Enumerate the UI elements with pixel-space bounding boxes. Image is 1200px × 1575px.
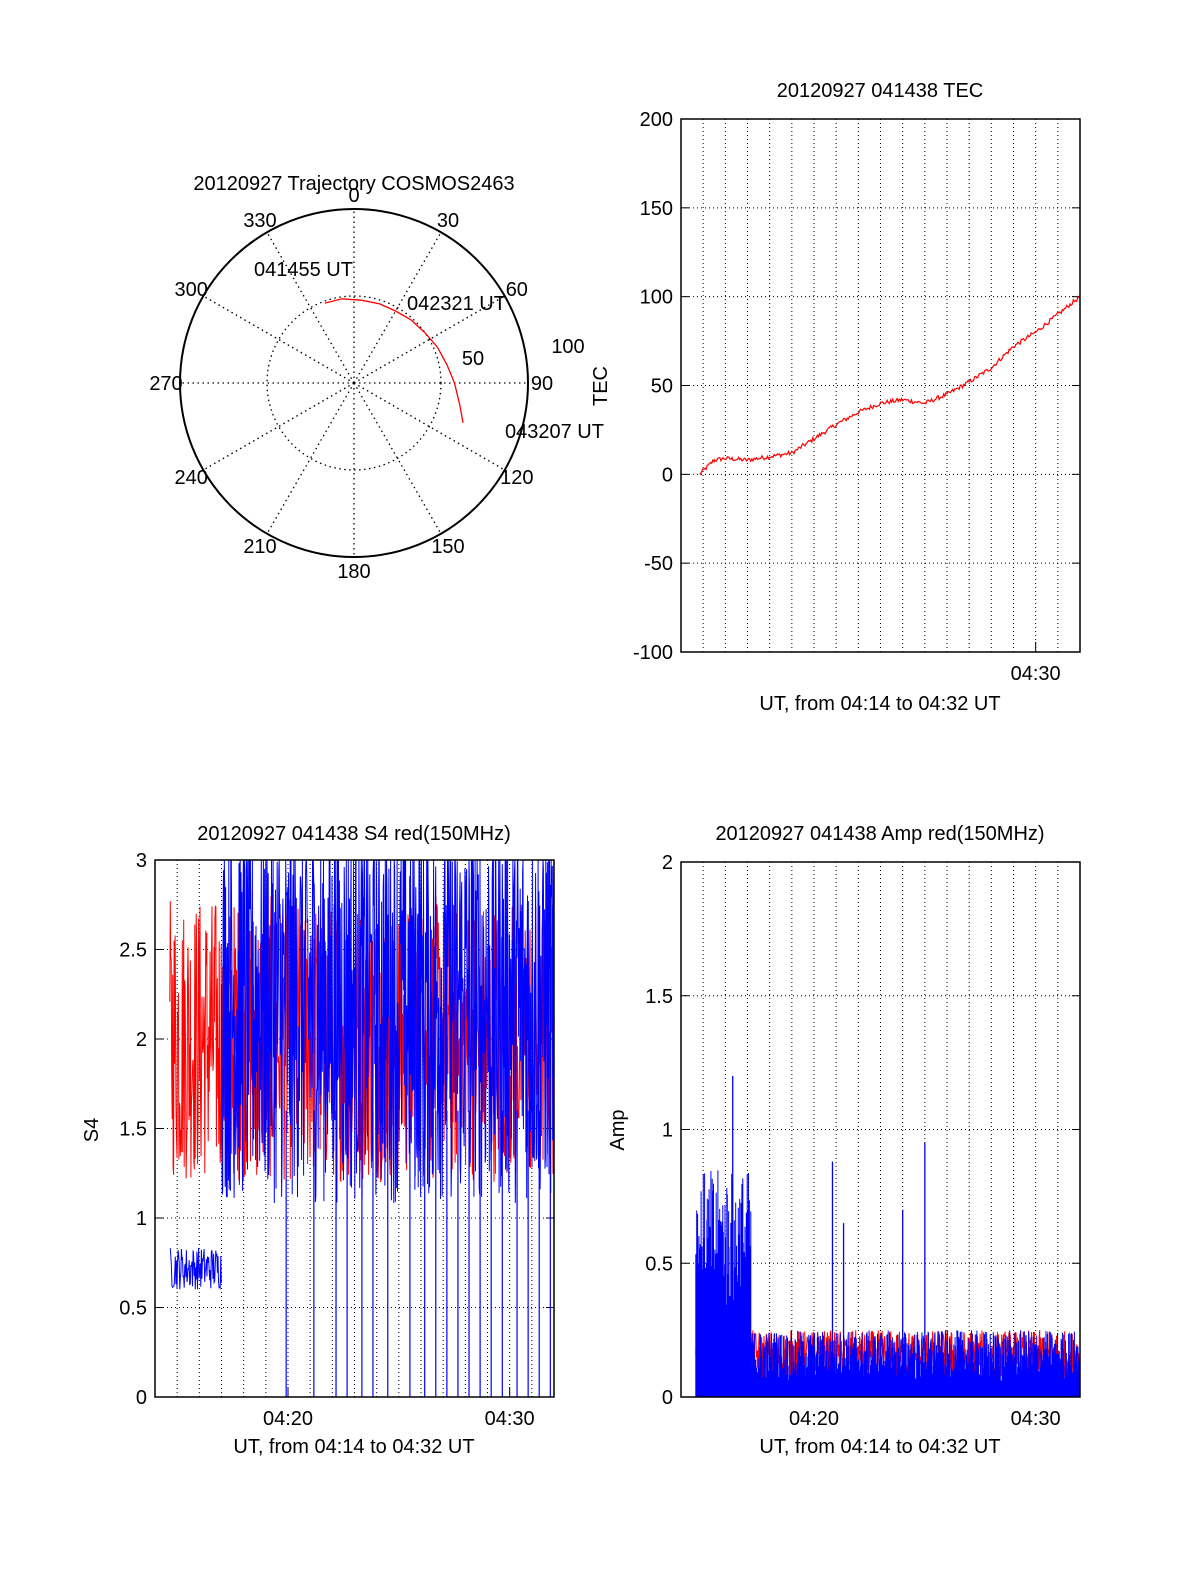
polar-angle-label: 30 — [437, 210, 459, 232]
polar-angle-label: 180 — [337, 561, 370, 583]
amp-xlabel: UT, from 04:14 to 04:32 UT — [759, 1436, 1000, 1458]
tec-ytick-label: 50 — [651, 376, 673, 398]
s4-ytick-label: 1 — [136, 1208, 147, 1230]
polar-inner-circle — [266, 295, 442, 471]
s4-ytick-label: 3 — [136, 850, 147, 872]
polar-radius-label-100: 100 — [551, 336, 584, 358]
s4-border — [154, 859, 555, 1398]
trajectory-end-annotation: 043207 UT — [505, 421, 604, 443]
amp-ylabel: Amp — [607, 1109, 629, 1150]
amp-series-blue — [750, 1330, 1080, 1397]
s4-series-blue — [169, 1247, 222, 1290]
amp-ytick-label: 1 — [662, 1120, 673, 1142]
polar-spokes — [180, 209, 528, 557]
polar-spoke-120 — [353, 382, 506, 471]
tec-ytick-label: -100 — [633, 642, 673, 664]
s4-title: 20120927 041438 S4 red(150MHz) — [197, 823, 511, 845]
polar-angle-label: 0 — [348, 185, 359, 207]
polar-angle-label: 270 — [149, 373, 182, 395]
polar-angle-label: 240 — [174, 467, 207, 489]
s4-ytick-label: 0.5 — [119, 1298, 147, 1320]
amp-xtick-label: 04:20 — [789, 1408, 839, 1430]
polar-angle-label: 60 — [506, 279, 528, 301]
polar-spoke-60 — [353, 295, 506, 384]
polar-outer-circle — [179, 208, 529, 558]
tec-title: 20120927 041438 TEC — [777, 80, 983, 102]
polar-radius-label-50: 50 — [462, 348, 484, 370]
polar-angle-label: 120 — [500, 467, 533, 489]
polar-spoke-150 — [353, 382, 442, 535]
polar-spoke-240 — [202, 382, 355, 471]
polar-angle-label: 210 — [243, 536, 276, 558]
trajectory-polar-plot: 20120927 Trajectory COSMOS2463 0 30 60 90 12… — [149, 173, 612, 583]
tec-series-line — [699, 295, 1080, 475]
s4-ytick-label: 2 — [136, 1029, 147, 1051]
polar-spoke-330 — [266, 231, 355, 384]
s4-ytick-label: 1.5 — [119, 1119, 147, 1141]
s4-xlabel: UT, from 04:14 to 04:32 UT — [233, 1436, 474, 1458]
s4-ytick-label: 0 — [136, 1387, 147, 1409]
s4-series-blue — [221, 860, 554, 1204]
amp-plot: 20120927 041438 Amp red(150MHz) UT, from… — [607, 823, 1081, 1458]
tec-border — [680, 118, 1081, 653]
trajectory-line — [324, 298, 464, 423]
tec-ytick-label: 150 — [640, 198, 673, 220]
s4-plot: 20120927 041438 S4 red(150MHz) UT, from … — [81, 823, 555, 1458]
polar-spoke-300 — [202, 295, 355, 384]
s4-ylabel: S4 — [81, 1118, 103, 1142]
polar-angle-label: 300 — [174, 279, 207, 301]
polar-angle-label: 90 — [531, 373, 553, 395]
amp-title: 20120927 041438 Amp red(150MHz) — [715, 823, 1044, 845]
trajectory-start-annotation: 041455 UT — [254, 259, 353, 281]
amp-ytick-label: 1.5 — [645, 986, 673, 1008]
s4-xtick-label: 04:20 — [263, 1408, 313, 1430]
amp-ytick-label: 0 — [662, 1387, 673, 1409]
tec-ytick-label: 200 — [640, 109, 673, 131]
tec-plot: 20120927 041438 TEC UT, from 04:14 to 04… — [633, 80, 1081, 715]
tec-xtick-label: 04:30 — [1011, 663, 1061, 685]
polar-spoke-30 — [353, 231, 442, 384]
amp-series-blue — [695, 1170, 752, 1397]
trajectory-mid-annotation: 042321 UT — [407, 293, 506, 315]
tec-ytick-label: 100 — [640, 287, 673, 309]
tec-xlabel: UT, from 04:14 to 04:32 UT — [759, 693, 1000, 715]
s4-ytick-label: 2.5 — [119, 940, 147, 962]
polar-spoke-210 — [266, 382, 355, 535]
amp-ytick-label: 2 — [662, 852, 673, 874]
amp-ytick-label: 0.5 — [645, 1253, 673, 1275]
tec-ytick-label: -50 — [644, 553, 673, 575]
tec-ytick-label: 0 — [662, 464, 673, 486]
amp-xtick-label: 04:30 — [1011, 1408, 1061, 1430]
polar-angle-label: 330 — [243, 210, 276, 232]
s4-xtick-label: 04:30 — [485, 1408, 535, 1430]
amp-border — [680, 861, 1081, 1398]
polar-radius-axis-label: TEC — [590, 366, 612, 406]
polar-angle-labels: 0 30 60 90 120 150 180 210 240 270 300 330 — [149, 185, 553, 583]
polar-angle-label: 150 — [431, 536, 464, 558]
polar-title: 20120927 Trajectory COSMOS2463 — [193, 173, 514, 195]
